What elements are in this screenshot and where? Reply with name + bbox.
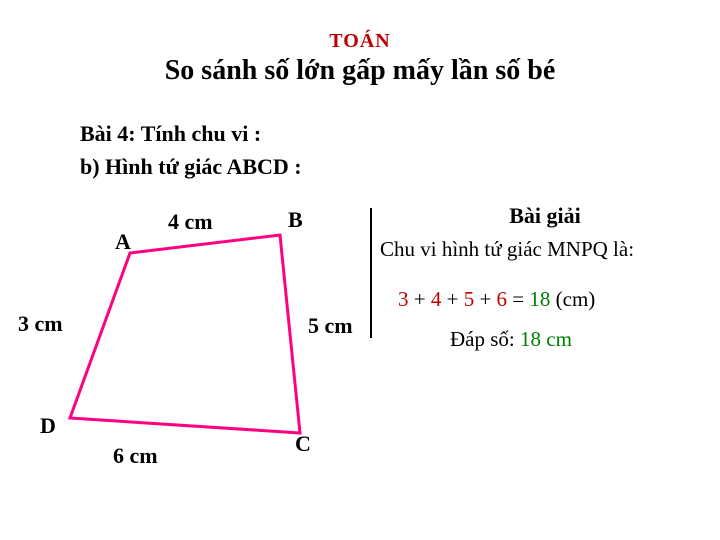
calc-unit: (cm)	[550, 287, 595, 311]
calc-plus2: +	[441, 287, 463, 311]
page-title: So sánh số lớn gấp mấy lần số bé	[0, 55, 720, 87]
quadrilateral-diagram: A B C D 4 cm 5 cm 6 cm 3 cm	[20, 203, 380, 483]
quadrilateral-svg	[20, 203, 380, 483]
answer-label: Đáp số:	[450, 327, 515, 351]
vertex-C: C	[295, 431, 311, 457]
solution-title: Bài giải	[380, 203, 710, 229]
solution-answer: Đáp số: 18 cm	[380, 327, 710, 352]
calc-n1: 3	[398, 287, 409, 311]
solution-statement: Chu vi hình tứ giác MNPQ là:	[380, 237, 710, 262]
solution-panel: Bài giải Chu vi hình tứ giác MNPQ là: 3 …	[380, 203, 710, 360]
vertical-divider	[370, 208, 372, 338]
edge-AB-label: 4 cm	[168, 209, 213, 235]
vertex-A: A	[115, 229, 131, 255]
vertex-D: D	[40, 413, 56, 439]
problem-line2: b) Hình tứ giác ABCD :	[80, 150, 720, 183]
problem-line1: Bài 4: Tính chu vi :	[80, 117, 720, 150]
quadrilateral-shape	[70, 235, 300, 433]
calc-n2: 4	[431, 287, 442, 311]
calc-plus1: +	[409, 287, 431, 311]
calc-plus3: +	[474, 287, 496, 311]
edge-CD-label: 6 cm	[113, 443, 158, 469]
calc-eq: =	[507, 287, 529, 311]
vertex-B: B	[288, 207, 303, 233]
solution-calc: 3 + 4 + 5 + 6 = 18 (cm)	[380, 287, 710, 312]
calc-result: 18	[529, 287, 550, 311]
calc-n4: 6	[497, 287, 508, 311]
subject-label: TOÁN	[0, 30, 720, 53]
edge-BC-label: 5 cm	[308, 313, 353, 339]
edge-DA-label: 3 cm	[18, 311, 63, 337]
calc-n3: 5	[464, 287, 475, 311]
answer-value: 18 cm	[515, 327, 572, 351]
